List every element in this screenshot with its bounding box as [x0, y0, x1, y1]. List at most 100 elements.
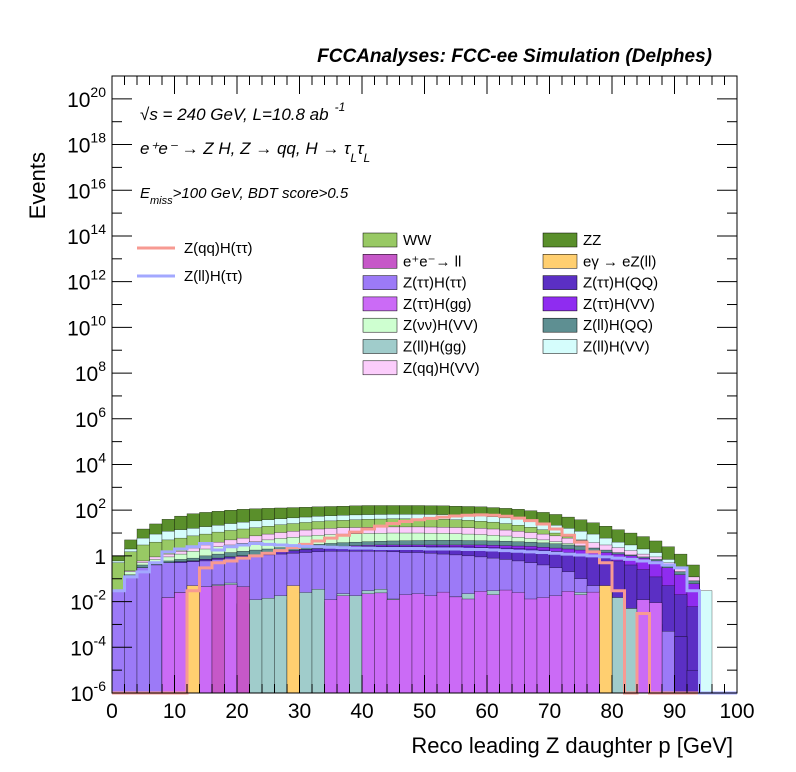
x-tick-label: 50 — [413, 700, 436, 723]
legend-box-swatch — [542, 317, 578, 333]
legend-box-swatch — [542, 254, 578, 269]
bar — [311, 589, 325, 694]
bar — [474, 591, 488, 694]
bar — [174, 592, 188, 694]
bar — [661, 631, 675, 694]
legend-label: Z(ττ)H(VV) — [583, 296, 655, 313]
bar — [111, 590, 125, 694]
bar — [149, 564, 163, 694]
legend-box-swatch — [362, 296, 398, 312]
bar — [124, 576, 138, 694]
bar — [186, 585, 200, 694]
y-tick-label: 10-6 — [70, 678, 106, 706]
y-tick-label: 1016 — [67, 175, 106, 203]
y-tick-label: 108 — [75, 358, 106, 386]
x-tick-label: 90 — [663, 700, 686, 723]
y-tick-label: 1014 — [67, 221, 106, 249]
legend-box-swatch — [362, 339, 398, 354]
bar — [361, 593, 375, 694]
legend-label: Z(νν)H(VV) — [403, 317, 478, 334]
y-tick-label: 102 — [75, 495, 106, 523]
legend-label: ZZ — [583, 232, 601, 249]
legend-box-swatch — [362, 232, 398, 248]
y-tick-label: 1012 — [67, 267, 106, 295]
legend-label: e⁺e⁻→ ll — [403, 253, 461, 270]
bar — [599, 585, 613, 694]
bar — [561, 591, 575, 694]
legend-box-swatch — [542, 339, 578, 354]
bar — [574, 594, 588, 694]
x-tick-label: 100 — [719, 700, 754, 723]
legend-label: Z(qq)H(ττ) — [184, 240, 253, 257]
bar — [424, 595, 438, 694]
annotation-process: e⁺e⁻ → Z H, Z → qq, H → τLτL — [140, 139, 370, 165]
bar — [449, 596, 463, 694]
legend-box-swatch — [362, 317, 398, 333]
y-tick-label: 1010 — [67, 312, 106, 340]
bar — [249, 599, 263, 694]
legend-box-swatch — [362, 360, 398, 376]
bar — [399, 594, 413, 694]
y-tick-label: 1020 — [67, 84, 106, 112]
legend-label: Z(ll)H(VV) — [583, 339, 650, 356]
annotation-energy: √s = 240 GeV, L=10.8 ab -1 — [140, 100, 345, 124]
y-axis-label: Events — [25, 152, 50, 219]
legend-box-swatch — [542, 232, 578, 248]
x-tick-label: 40 — [350, 700, 373, 723]
x-axis-label: Reco leading Z daughter p [GeV] — [411, 733, 733, 758]
bar — [236, 586, 250, 694]
legend-label: Z(ττ)H(ττ) — [403, 275, 467, 292]
bar — [199, 586, 213, 694]
bar — [224, 584, 238, 694]
bar — [674, 636, 688, 694]
legend-label: Z(qq)H(VV) — [403, 360, 480, 377]
x-tick-label: 80 — [600, 700, 623, 723]
chart-title: FCCAnalyses: FCC-ee Simulation (Delphes) — [317, 46, 712, 67]
bar — [336, 595, 350, 694]
legend-label: eγ → eZ(ll) — [583, 253, 656, 270]
legend-label: Z(ll)H(ττ) — [184, 268, 243, 285]
plot-area — [111, 505, 737, 695]
bar — [699, 590, 713, 694]
x-tick-label: 0 — [106, 700, 118, 723]
bar — [349, 595, 363, 694]
bar — [274, 595, 288, 694]
bar — [511, 592, 525, 694]
bar — [374, 592, 388, 694]
overlay-e-ez-ll — [186, 585, 613, 694]
y-tick-label: 10-4 — [70, 632, 106, 660]
annotation-cuts: Emiss>100 GeV, BDT score>0.5 — [140, 185, 349, 207]
legend-box-swatch — [542, 296, 578, 312]
x-tick-label: 10 — [163, 700, 186, 723]
legend-label: Z(ττ)H(QQ) — [583, 275, 658, 292]
annotations: √s = 240 GeV, L=10.8 ab -1 e⁺e⁻ → Z H, Z … — [140, 100, 370, 207]
bar — [324, 599, 338, 694]
legend-label: WW — [403, 232, 432, 249]
legend: Z(qq)H(ττ) Z(ll)H(ττ) WW e⁺e⁻→ ll Z(ττ)H(ττ)… — [137, 232, 658, 377]
axes: 0 10 20 30 40 50 60 70 80 90 10010-610-410-2110210… — [67, 75, 755, 723]
signal-line-z-qq-h — [112, 513, 737, 695]
bar — [211, 585, 225, 694]
legend-label: Z(ττ)H(gg) — [403, 296, 472, 313]
bar — [611, 597, 625, 694]
legend-label: Z(ll)H(gg) — [403, 339, 466, 356]
bar — [586, 591, 600, 694]
overlay-z-ll-h-vv — [699, 590, 713, 694]
legend-label: Z(ll)H(QQ) — [583, 317, 653, 334]
y-tick-label: 106 — [75, 404, 106, 432]
x-tick-label: 20 — [225, 700, 248, 723]
bar — [299, 592, 313, 694]
bar — [461, 598, 475, 694]
legend-box-swatch — [542, 275, 578, 290]
legend-box-swatch — [362, 254, 398, 269]
bar — [499, 589, 513, 694]
y-tick-label: 104 — [75, 449, 106, 477]
bar — [486, 594, 500, 694]
bar — [549, 595, 563, 694]
x-tick-label: 60 — [475, 700, 498, 723]
overlay-e-e-ll — [211, 585, 250, 694]
bar — [411, 593, 425, 694]
bar — [436, 591, 450, 694]
signal-line-z-ll-h — [112, 541, 737, 695]
